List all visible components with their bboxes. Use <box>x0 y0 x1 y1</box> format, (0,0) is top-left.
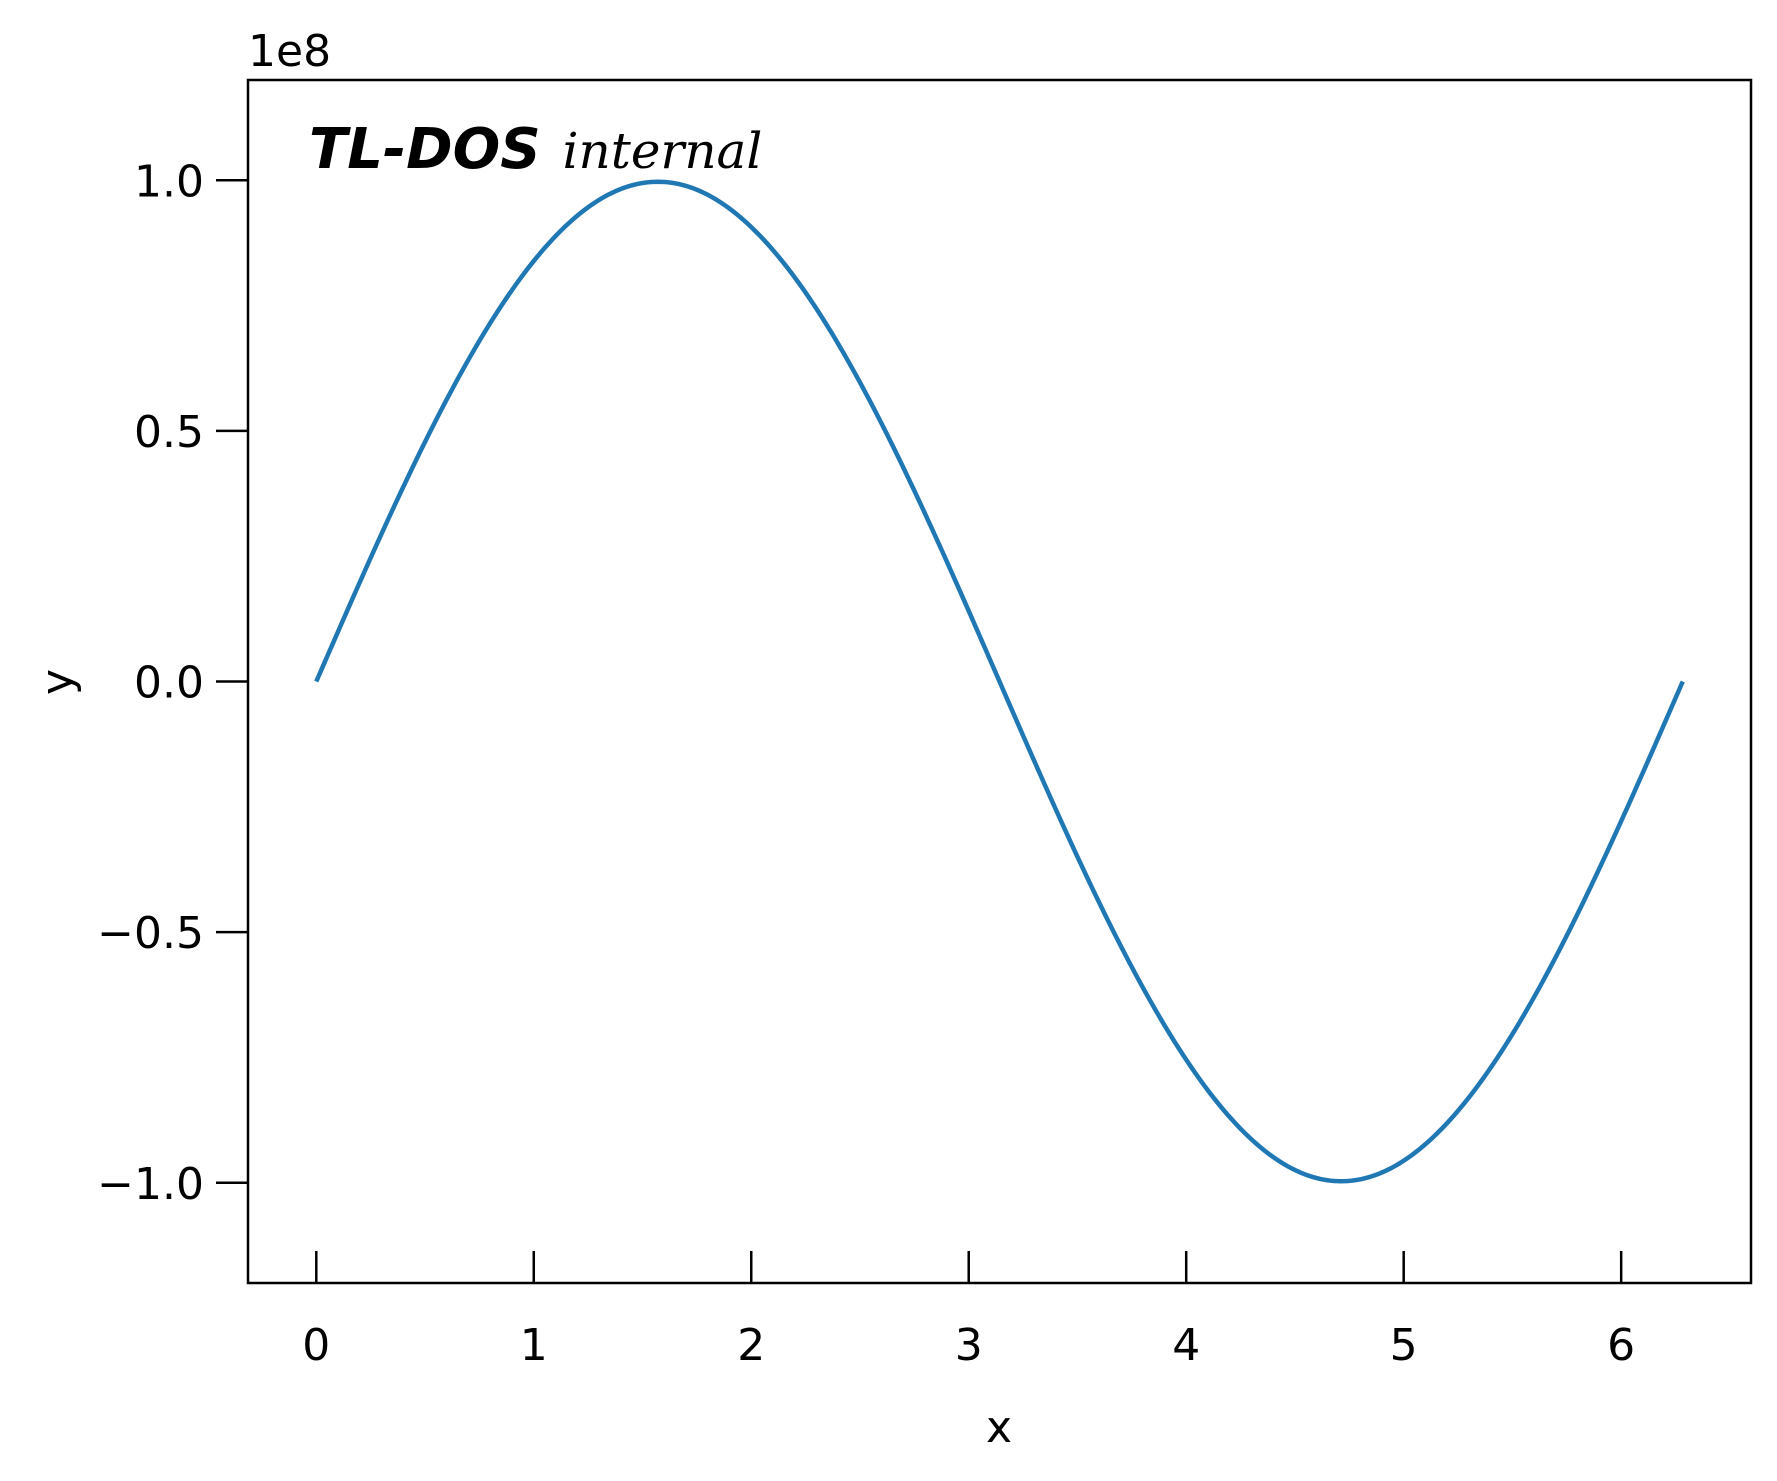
x-tick-label: 6 <box>1607 1320 1635 1371</box>
x-tick-label: 5 <box>1390 1320 1418 1371</box>
y-axis-label: y <box>32 669 83 695</box>
axes-frame <box>246 78 1753 1285</box>
y-tick-label: −1.0 <box>97 1159 204 1210</box>
y-tick-label: 1.0 <box>134 156 204 207</box>
title-bold-part: TL-DOS <box>309 117 541 182</box>
x-tick-label: 4 <box>1172 1320 1200 1371</box>
x-tick-label: 2 <box>737 1320 765 1371</box>
series-line-0 <box>314 179 1685 1184</box>
title-italic-part: internal <box>563 122 763 180</box>
y-axis-ticks: −1.0 −0.5 0.0 0.5 1.0 <box>97 156 248 1210</box>
x-axis-label: x <box>986 1402 1012 1453</box>
x-tick-label: 1 <box>520 1320 548 1371</box>
chart-title: TL-DOS internal <box>309 117 762 182</box>
y-tick-label: 0.0 <box>134 658 204 709</box>
series-layer <box>314 179 1685 1184</box>
x-axis-ticks: 0 1 2 3 4 5 6 <box>302 1251 1635 1371</box>
x-tick-label: 3 <box>955 1320 983 1371</box>
y-offset-label: 1e8 <box>248 26 331 77</box>
x-tick-label: 0 <box>302 1320 330 1371</box>
y-tick-label: 0.5 <box>134 407 204 458</box>
y-tick-label: −0.5 <box>97 908 204 959</box>
